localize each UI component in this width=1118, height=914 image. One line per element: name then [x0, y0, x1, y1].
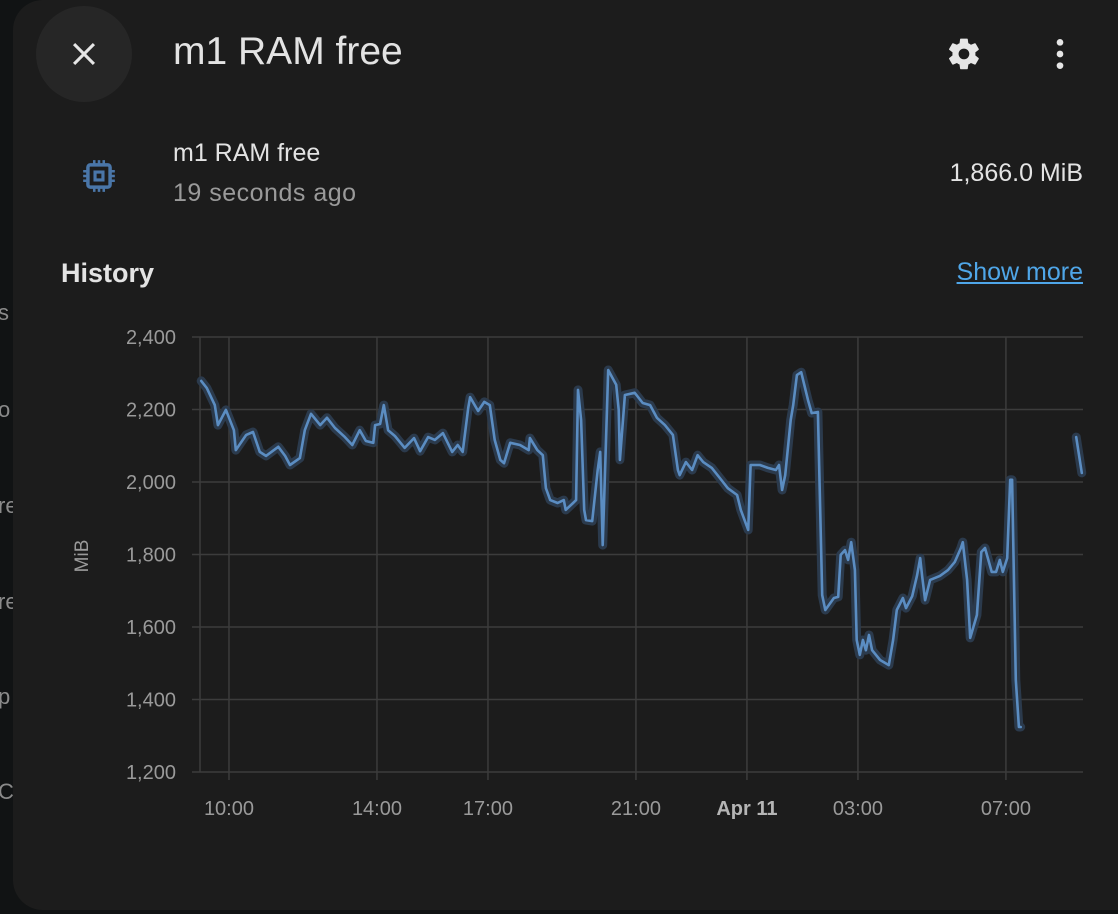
chip-icon	[80, 157, 118, 200]
close-icon	[72, 42, 96, 66]
dialog-title: m1 RAM free	[173, 30, 403, 73]
background-text: C	[0, 779, 14, 804]
y-tick-label: 1,400	[126, 690, 176, 712]
background-text: s	[0, 300, 9, 325]
background-text: o	[0, 397, 11, 422]
x-tick-label: 10:00	[204, 798, 254, 820]
y-tick-label: 2,200	[126, 400, 176, 422]
x-tick-label: 03:00	[833, 798, 883, 820]
x-tick-label: 17:00	[463, 798, 513, 820]
close-button[interactable]	[36, 6, 132, 102]
y-axis-label: MiB	[72, 540, 93, 573]
y-tick-label: 2,000	[126, 472, 176, 494]
x-tick-label: 07:00	[981, 798, 1031, 820]
y-tick-label: 1,200	[126, 762, 176, 784]
x-tick-label: Apr 11	[716, 798, 777, 820]
background-text: p	[0, 684, 11, 709]
dots-vertical-icon	[1056, 39, 1064, 69]
x-tick-label: 21:00	[611, 798, 661, 820]
settings-button[interactable]	[940, 30, 988, 78]
y-tick-label: 2,400	[126, 327, 176, 349]
y-tick-label: 1,600	[126, 617, 176, 639]
series-band	[196, 365, 1026, 732]
entity-name: m1 RAM free	[173, 139, 321, 167]
history-heading: History	[61, 258, 155, 288]
series-line	[1074, 435, 1084, 475]
gear-icon	[949, 38, 979, 70]
y-tick-label: 1,800	[126, 545, 176, 567]
x-tick-label: 14:00	[352, 798, 402, 820]
show-more-link[interactable]: Show more	[956, 258, 1083, 286]
more-info-dialog	[13, 0, 1118, 910]
more-options-button[interactable]	[1036, 30, 1084, 78]
entity-state: 1,866.0 MiB	[949, 159, 1083, 187]
last-changed: 19 seconds ago	[173, 179, 357, 207]
